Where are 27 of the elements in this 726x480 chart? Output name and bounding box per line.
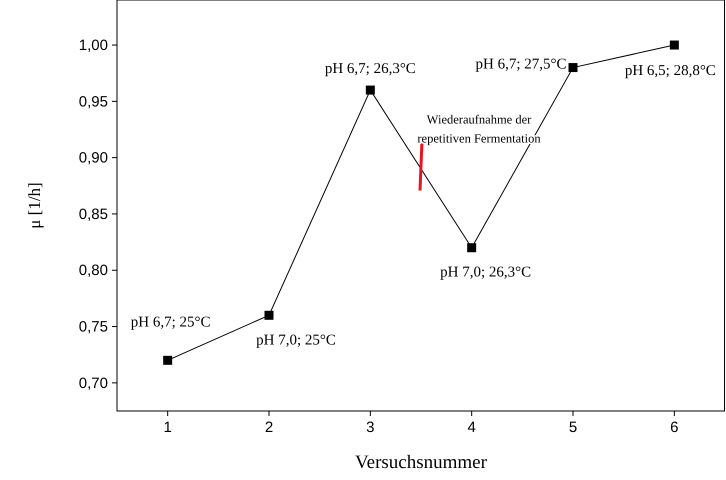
y-tick-label: 1,00 — [78, 37, 108, 54]
x-axis-title: Versuchsnummer — [355, 452, 488, 473]
annotation: pH 6,7; 25°C — [130, 314, 211, 330]
point — [163, 356, 172, 365]
y-tick-label: 0,85 — [78, 206, 108, 223]
x-tick-label: 3 — [366, 419, 375, 436]
annotation: pH 6,7; 27,5°C — [475, 56, 567, 73]
point — [670, 40, 679, 50]
y-tick-label: 0,80 — [78, 262, 108, 280]
y-tick-label: 0,70 — [78, 374, 108, 392]
point — [568, 63, 578, 72]
x-tick-label: 1 — [163, 419, 172, 436]
x-tick-label: 2 — [264, 419, 274, 436]
annotation: pH 7,0; 25°C — [256, 332, 336, 348]
x-tick-label: 6 — [670, 419, 679, 436]
y-axis-title: μ [1/h] — [25, 182, 44, 229]
point — [366, 86, 375, 95]
x-tick-label: 4 — [467, 419, 476, 436]
y-tick-label: 0,90 — [78, 150, 108, 167]
x-tick-label: 5 — [568, 419, 578, 436]
y-tick-label: 0,75 — [78, 318, 108, 336]
annotation: pH 7,0; 26,3°C — [440, 264, 532, 281]
annotation: pH 6,5; 28,8°C — [624, 63, 716, 80]
point — [467, 243, 476, 252]
y-tick-label: 0,95 — [78, 93, 108, 110]
annotation: pH 6,7; 26,3°C — [324, 61, 416, 78]
point — [264, 310, 274, 320]
